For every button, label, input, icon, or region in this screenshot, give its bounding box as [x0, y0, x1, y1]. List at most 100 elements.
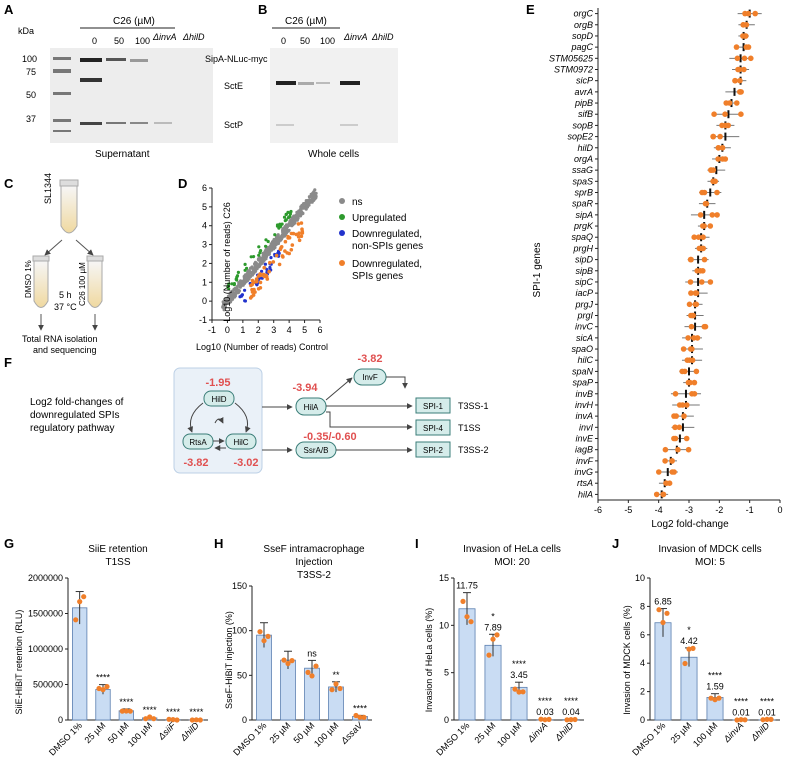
d-point-down-spi: [290, 243, 295, 247]
d-point-ns: [224, 297, 228, 301]
e-replicate-point: [699, 189, 705, 196]
d-point-ns: [269, 248, 274, 252]
e-replicate-point: [693, 301, 700, 308]
panel-g-letter: G: [4, 536, 14, 551]
e-replicate-point: [722, 111, 728, 117]
a-lane-50: 50: [114, 36, 124, 46]
e-replicate-point: [711, 111, 717, 117]
d-point-ns: [237, 283, 241, 287]
e-replicate-point: [666, 480, 673, 487]
b-inva-label: ΔinvA: [343, 32, 368, 42]
i-ytick-label: 15: [439, 573, 449, 583]
e-replicate-point: [708, 167, 714, 173]
j-significance: *: [687, 625, 691, 635]
legend-dot-up: [339, 214, 345, 220]
i-replicate-point: [468, 619, 474, 625]
j-replicate-point: [660, 619, 666, 626]
c-time: 5 h: [59, 290, 72, 300]
d-point-down-spi: [248, 296, 253, 300]
d-point-ns: [307, 195, 311, 199]
h-title-1: SseF intramacrophage: [263, 544, 365, 555]
d-ytick-label: 2: [202, 258, 207, 268]
g-bar-chart: 0 500000 1000000 1500000 2000000 DMSO 1% **** 2…: [28, 573, 208, 757]
band-sctp: SctP: [224, 120, 243, 130]
node-spi1-label: SPI-1: [423, 402, 444, 411]
h-ytick-label: 100: [232, 626, 247, 636]
j-significance: ****: [708, 671, 723, 681]
h-replicate-point: [309, 673, 315, 679]
a-hild-label: ΔhilD: [182, 32, 205, 42]
e-gene-label: hilC: [577, 355, 593, 365]
e-replicate-point: [707, 279, 714, 285]
d-point-down-spi: [271, 260, 276, 264]
d-point-ns: [301, 211, 305, 216]
e-replicate-point: [701, 256, 708, 263]
sys-spi4: T1SS: [458, 423, 481, 433]
i-replicate-point: [572, 716, 578, 723]
d-ytick-label: -1: [199, 315, 207, 325]
d-point-ns: [297, 209, 301, 214]
e-replicate-point: [697, 268, 704, 274]
d-point-down-spi: [289, 248, 294, 252]
node-spi4: [415, 419, 451, 436]
d-point-ns: [222, 308, 226, 312]
f-val-hilc: -3.02: [233, 457, 258, 469]
j-value-label: 6.85: [654, 597, 672, 607]
d-point-down-spi: [280, 254, 285, 258]
d-point-ns: [310, 194, 314, 199]
e-replicate-point: [679, 402, 686, 408]
e-gene-label: ssaG: [572, 165, 593, 175]
d-point-down-spi: [267, 269, 271, 274]
g-replicate-point: [77, 599, 83, 605]
h-bar: [256, 634, 272, 721]
e-gene-label: spaN: [572, 366, 594, 376]
b-caption: Whole cells: [308, 149, 359, 160]
h-category-label: 25 µM: [268, 720, 293, 745]
g-replicate-point: [147, 714, 153, 720]
d-point-ns: [238, 279, 243, 283]
g-replicate-point: [197, 717, 203, 723]
e-replicate-point: [734, 100, 740, 106]
j-category-label: ΔhilD: [748, 720, 771, 743]
e-replicate-point: [743, 44, 750, 50]
g-significance: ****: [189, 707, 204, 717]
f-val-invf: -3.82: [357, 353, 382, 365]
band-scte: SctE: [224, 81, 243, 91]
e-replicate-point: [680, 346, 687, 352]
d-point-ns: [281, 229, 285, 233]
e-xtick-label: -3: [685, 505, 693, 515]
d-point-down-spi: [250, 282, 254, 287]
j-significance: ****: [760, 696, 775, 706]
e-replicate-point: [742, 10, 748, 17]
node-hild: [203, 390, 235, 407]
e-replicate-point: [656, 469, 662, 475]
e-gene-label: iacP: [575, 288, 593, 298]
g-replicate-point: [170, 717, 176, 723]
d-xtick-label: 1: [240, 325, 245, 335]
g-replicate-point: [193, 717, 199, 723]
e-replicate-point: [694, 335, 701, 341]
g-bar: [72, 607, 88, 721]
e-replicate-point: [714, 212, 720, 218]
d-point-down-spi: [279, 246, 283, 250]
g-replicate-point: [166, 716, 172, 722]
e-gene-label: invA: [575, 411, 593, 421]
d-ytick-label: 6: [202, 183, 207, 193]
g-ytick-label: 0: [58, 715, 63, 725]
e-replicate-point: [699, 279, 705, 285]
i-significance: ****: [512, 659, 527, 669]
i-title-2: MOI: 20: [494, 557, 530, 568]
d-point-ns: [286, 229, 290, 233]
d-ylabel: Log10 (Number of reads) C26: [222, 202, 232, 322]
i-replicate-point: [520, 689, 526, 695]
legend-down-nonspi-2: non-SPIs genes: [352, 241, 423, 252]
g-title-1: SiiE retention: [88, 544, 147, 555]
d-point-down-nonspi: [243, 288, 247, 292]
e-replicate-point: [679, 368, 685, 375]
j-replicate-point: [738, 717, 744, 723]
e-gene-label: avrA: [574, 87, 593, 97]
d-xtick-label: 6: [317, 325, 322, 335]
panel-f-letter: F: [4, 355, 12, 370]
d-point-ns: [276, 235, 280, 239]
e-replicate-point: [660, 491, 667, 498]
